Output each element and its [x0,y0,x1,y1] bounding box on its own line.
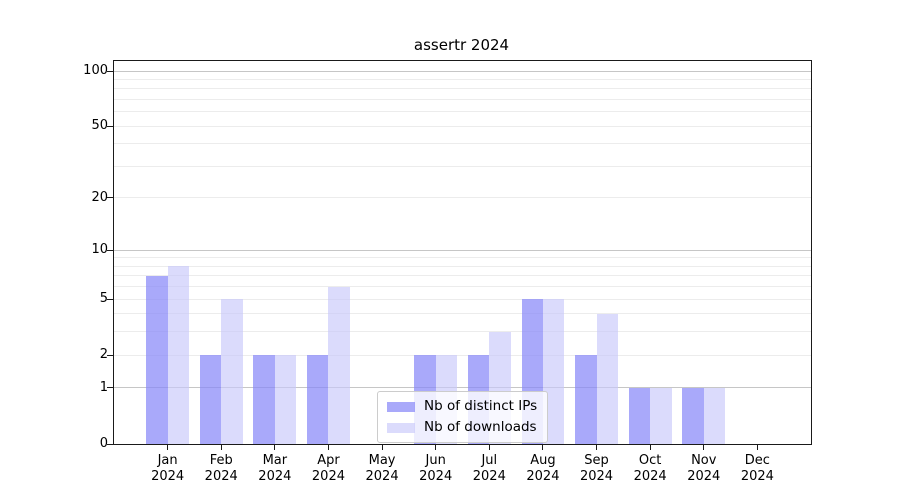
legend-label-distinct-ips: Nb of distinct IPs [424,398,538,414]
gridline-minor-2 [114,354,811,356]
x-tick-label-nov: Nov 2024 [687,453,721,484]
chart-title: assertr 2024 [413,36,510,54]
y-tick-5 [107,298,113,300]
y-tick-label-0: 0 [99,436,108,451]
gridline-minor-40 [114,143,811,145]
x-tick-apr [327,445,329,450]
y-tick-10 [107,249,113,251]
gridline-minor-80 [114,88,811,90]
x-tick-jul [488,445,490,450]
x-tick-jan [167,445,169,450]
x-tick-label-aug: Aug 2024 [526,453,560,484]
x-tick-label-dec: Dec 2024 [740,453,774,484]
x-tick-label-jun: Jun 2024 [419,453,453,484]
gridline-minor-4 [114,313,811,315]
x-tick-aug [542,445,544,450]
y-tick-50 [107,125,113,127]
y-tick-label-1: 1 [99,379,108,395]
legend-item-distinct-ips: Nb of distinct IPs [387,399,537,414]
x-tick-label-jul: Jul 2024 [472,453,506,484]
bar-downloads-mar [274,355,297,444]
x-tick-jun [435,445,437,450]
bar-ips-nov [682,388,704,444]
y-tick-label-100: 100 [83,63,108,79]
x-tick-label-jan: Jan 2024 [151,453,185,484]
y-tick-label-20: 20 [91,189,108,205]
gridline-minor-30 [114,166,811,167]
gridline-minor-8 [114,265,811,267]
y-tick-100 [107,70,113,72]
bar-downloads-apr [328,286,350,444]
legend-item-downloads: Nb of downloads [387,420,537,435]
gridline-minor-9 [114,257,811,259]
legend-swatch-downloads [387,422,415,433]
y-tick-0 [107,443,113,445]
x-tick-label-oct: Oct 2024 [633,453,667,484]
y-tick-label-2: 2 [99,347,108,363]
gridline-minor-7 [114,275,811,277]
bar-downloads-feb [221,299,243,444]
gridline-major-10 [114,249,811,251]
x-tick-oct [649,445,651,450]
x-tick-mar [274,445,276,450]
gridline-major-100 [114,70,811,72]
x-tick-label-apr: Apr 2024 [311,453,345,484]
x-tick-label-sep: Sep 2024 [579,453,614,484]
bar-ips-sep [575,355,597,444]
gridline-minor-60 [114,111,811,113]
gridline-minor-3 [114,331,811,333]
plot-area: 0 1 2 5 10 20 50 100 Jan 2024 Feb 2024 Mar 2024 Apr… [83,60,812,484]
bar-ips-apr [307,355,329,444]
gridline-minor-70 [114,99,811,101]
x-tick-label-feb: Feb 2024 [204,453,238,484]
gridline-minor-20 [114,197,811,199]
legend: Nb of distinct IPs Nb of downloads [377,391,549,443]
x-tick-may [381,445,383,450]
x-tick-dec [756,445,758,450]
gridline-minor-6 [114,286,811,288]
legend-label-downloads: Nb of downloads [424,419,537,435]
bar-downloads-oct [650,388,672,444]
x-tick-feb [220,445,222,450]
legend-swatch-distinct-ips [387,401,415,412]
bar-downloads-sep [596,313,618,444]
gridline-minor-5 [114,298,811,300]
gridline-minor-90 [114,78,811,80]
x-tick-label-mar: Mar 2024 [258,453,292,484]
y-tick-label-10: 10 [91,242,108,258]
bar-downloads-aug [542,299,565,444]
x-tick-nov [703,445,705,450]
gridline-major-1 [114,387,811,389]
bar-ips-feb [199,355,222,444]
y-tick-1 [107,387,113,389]
bar-ips-jan [146,275,168,444]
y-tick-label-50: 50 [91,118,108,134]
bar-ips-mar [253,355,275,444]
bar-ips-oct [628,388,651,444]
gridline-minor-50 [114,125,811,127]
x-tick-label-may: May 2024 [365,453,399,484]
bar-downloads-jan [167,266,189,444]
y-tick-20 [107,197,113,199]
y-tick-label-5: 5 [99,291,108,307]
y-tick-2 [107,354,113,356]
x-tick-sep [596,445,598,450]
bar-downloads-nov [703,388,726,444]
